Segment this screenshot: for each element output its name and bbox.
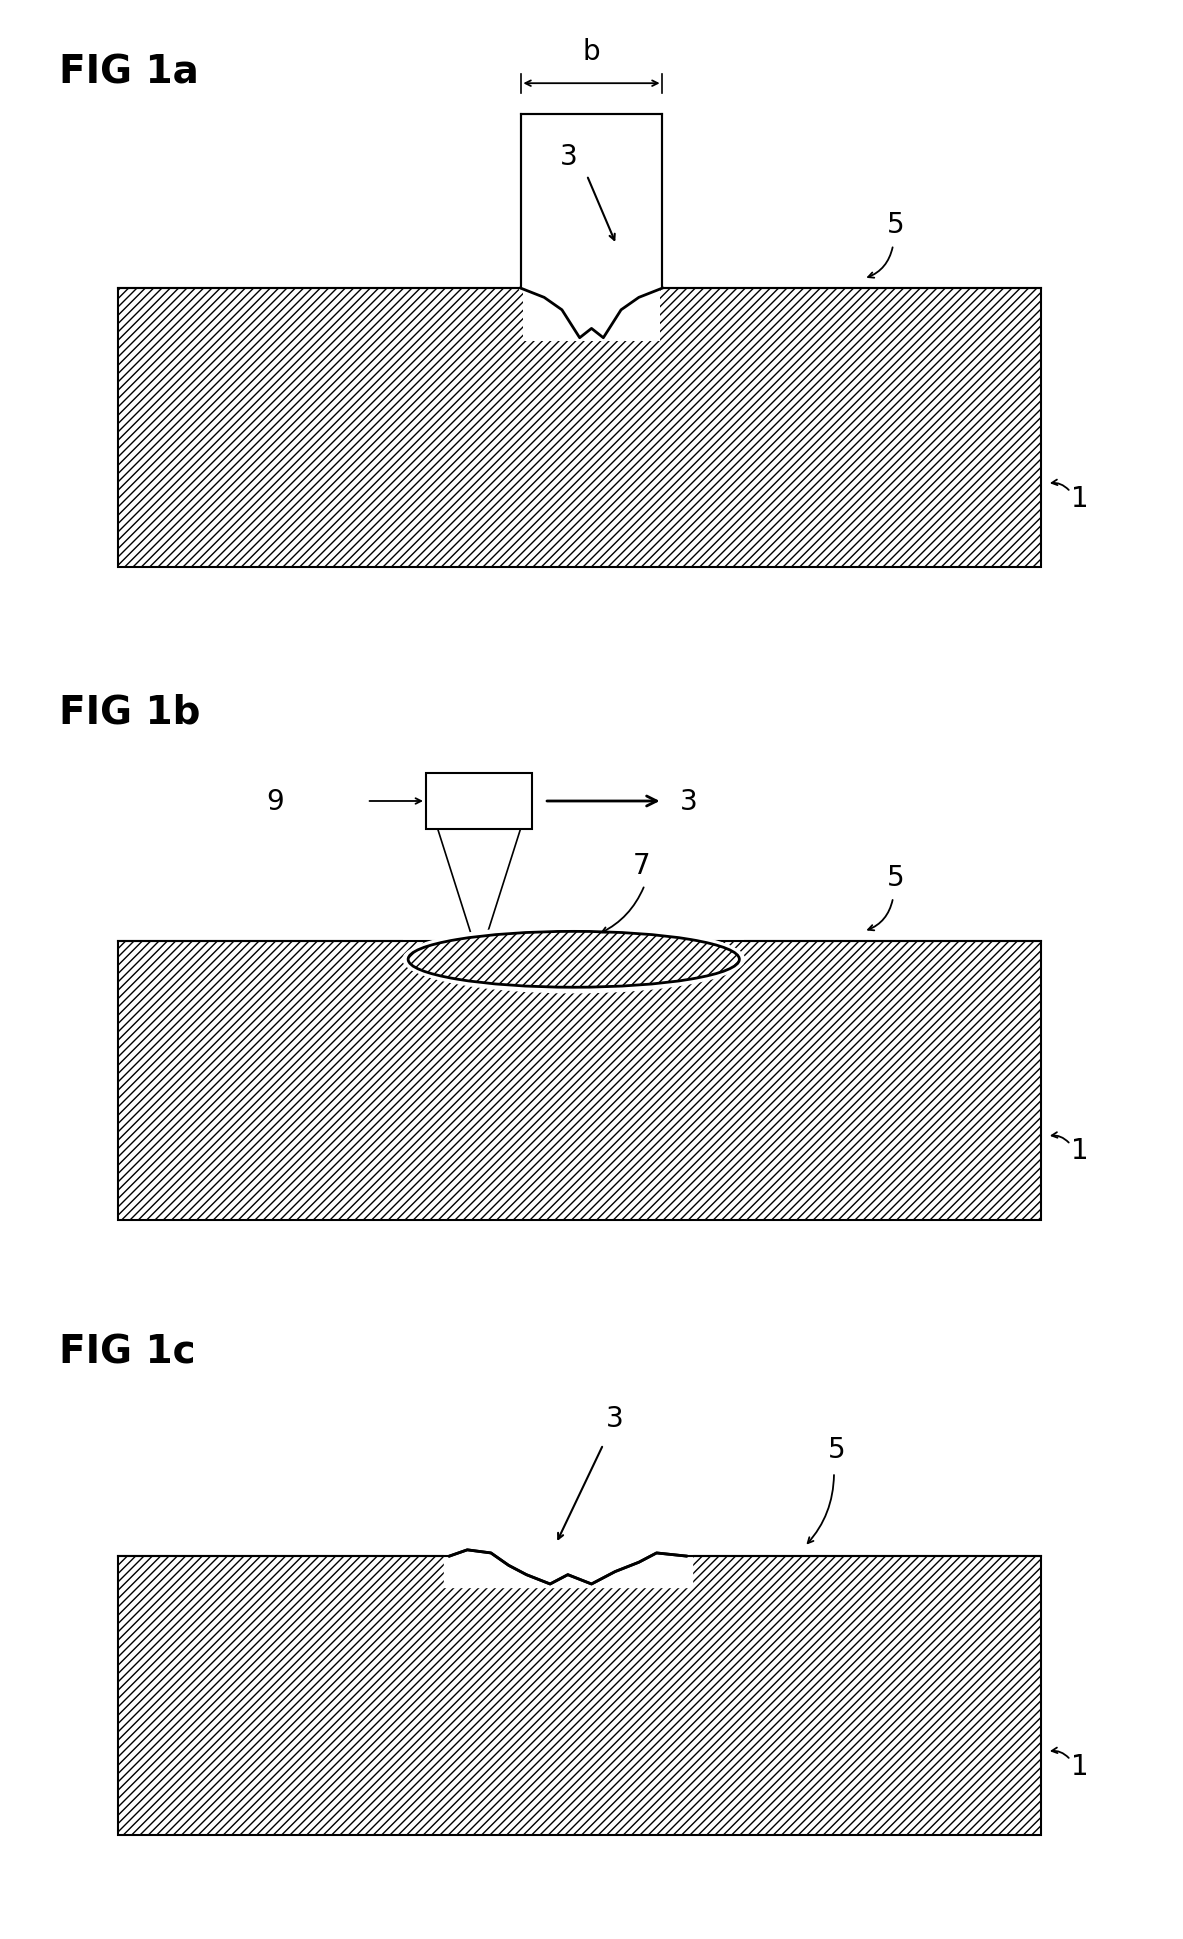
Bar: [118, 940, 1041, 1220]
Text: 3: 3: [680, 787, 698, 816]
Text: FIG 1b: FIG 1b: [59, 692, 201, 731]
Text: 7: 7: [633, 851, 651, 878]
Text: FIG 1a: FIG 1a: [59, 52, 199, 91]
Ellipse shape: [402, 925, 745, 995]
Text: 3: 3: [560, 143, 578, 171]
Text: 5: 5: [828, 1435, 846, 1464]
Text: 1: 1: [1071, 485, 1088, 512]
Bar: [118, 289, 1041, 568]
Text: 3: 3: [606, 1404, 625, 1433]
Text: FIG 1c: FIG 1c: [59, 1332, 195, 1371]
Text: 9: 9: [266, 787, 284, 816]
Text: 1: 1: [1071, 1136, 1088, 1165]
Bar: [118, 1557, 1041, 1836]
Bar: [426, 774, 532, 830]
Text: 5: 5: [887, 863, 905, 892]
Text: 1: 1: [1071, 1751, 1088, 1780]
Text: b: b: [583, 37, 600, 66]
Text: 5: 5: [887, 211, 905, 238]
Bar: [521, 114, 662, 289]
Ellipse shape: [408, 933, 739, 987]
Bar: [523, 289, 660, 341]
